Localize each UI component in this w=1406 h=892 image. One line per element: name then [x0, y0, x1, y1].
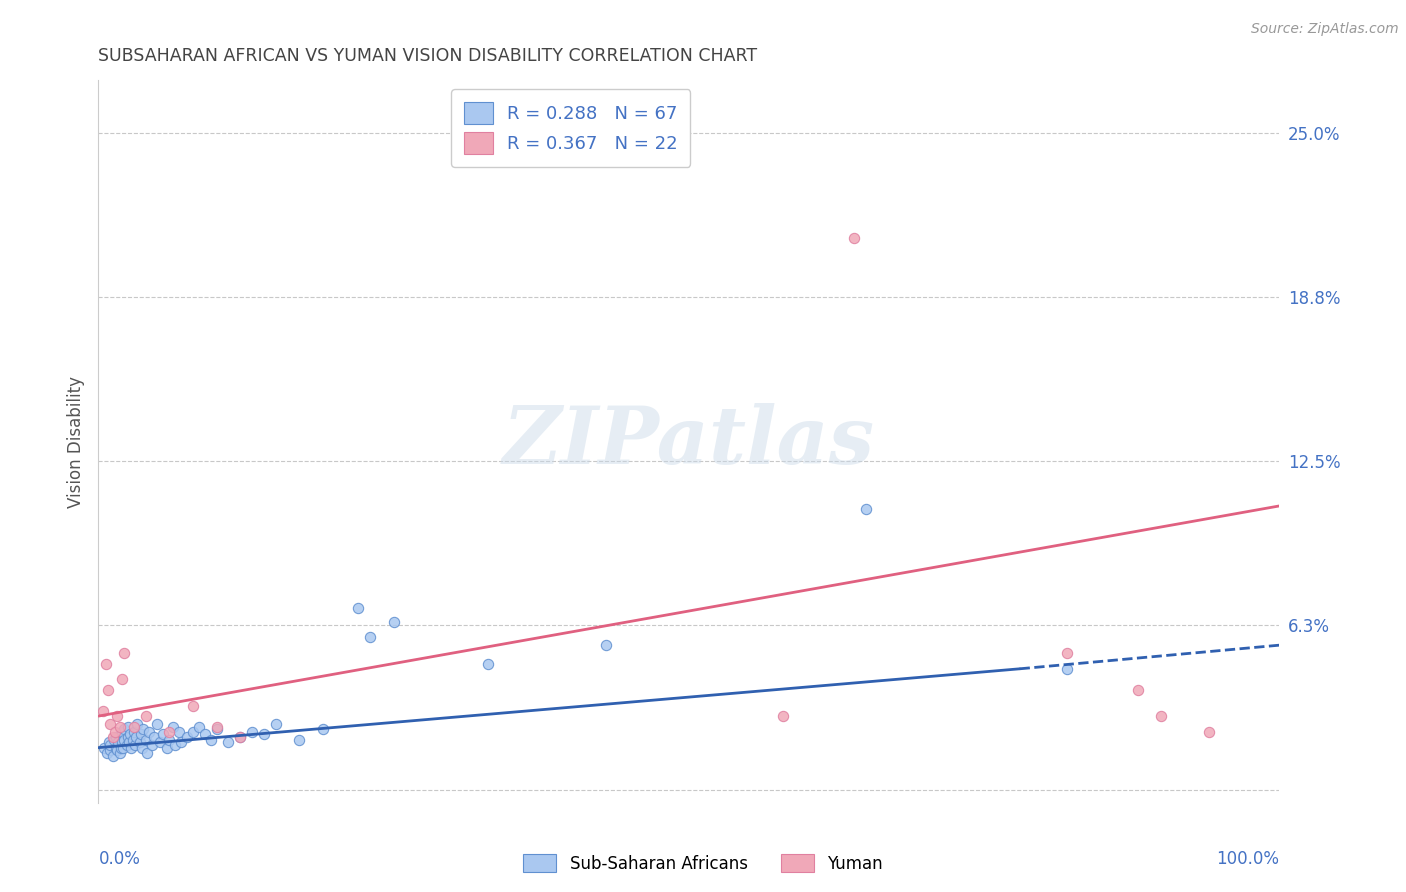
Point [121, 732, 143, 747]
Point [129, 727, 152, 741]
Point [772, 709, 794, 723]
Point [229, 730, 252, 744]
Point [595, 638, 617, 652]
Point [135, 709, 157, 723]
Point [117, 730, 139, 744]
Point [240, 724, 263, 739]
Point [122, 724, 145, 739]
Point [131, 740, 153, 755]
Point [118, 735, 141, 749]
Point [97, 682, 120, 697]
Point [157, 724, 180, 739]
Point [132, 723, 155, 737]
Point [98, 738, 121, 752]
Point [217, 735, 239, 749]
Point [105, 730, 128, 744]
Point [205, 720, 228, 734]
Point [170, 735, 193, 749]
Point [138, 724, 160, 739]
Point [347, 601, 370, 615]
Point [288, 732, 311, 747]
Point [112, 646, 135, 660]
Point [111, 735, 134, 749]
Point [152, 727, 174, 741]
Point [105, 740, 128, 755]
Point [103, 732, 125, 747]
Point [187, 720, 209, 734]
Point [1126, 682, 1149, 697]
Legend: Sub-Saharan Africans, Yuman: Sub-Saharan Africans, Yuman [516, 847, 890, 880]
Point [108, 720, 131, 734]
Point [477, 657, 499, 671]
Point [194, 727, 217, 741]
Point [120, 727, 142, 741]
Text: SUBSAHARAN AFRICAN VS YUMAN VISION DISABILITY CORRELATION CHART: SUBSAHARAN AFRICAN VS YUMAN VISION DISAB… [98, 47, 758, 65]
Text: 0.0%: 0.0% [98, 850, 141, 868]
Point [105, 743, 128, 757]
Point [205, 723, 228, 737]
Point [181, 698, 204, 713]
Point [855, 501, 877, 516]
Point [112, 732, 135, 747]
Point [98, 743, 121, 757]
Legend: R = 0.288   N = 67, R = 0.367   N = 22: R = 0.288 N = 67, R = 0.367 N = 22 [451, 89, 690, 167]
Point [167, 724, 190, 739]
Point [176, 730, 198, 744]
Point [122, 720, 145, 734]
Point [229, 730, 252, 744]
Point [91, 704, 114, 718]
Point [127, 717, 149, 731]
Text: ZIPatlas: ZIPatlas [503, 403, 875, 480]
Point [128, 735, 150, 749]
Point [1198, 724, 1220, 739]
Point [94, 657, 117, 671]
Point [1056, 662, 1078, 676]
Point [117, 720, 139, 734]
Point [101, 748, 124, 763]
Point [382, 615, 405, 629]
Point [146, 717, 169, 731]
Point [200, 732, 222, 747]
Point [98, 717, 121, 731]
Point [264, 717, 287, 731]
Point [107, 735, 129, 749]
Point [359, 630, 381, 644]
Text: Source: ZipAtlas.com: Source: ZipAtlas.com [1251, 22, 1399, 37]
Point [844, 231, 866, 245]
Point [110, 740, 132, 755]
Point [112, 740, 135, 755]
Point [312, 723, 335, 737]
Point [1056, 646, 1078, 660]
Point [105, 709, 128, 723]
Point [253, 727, 276, 741]
Point [135, 746, 157, 760]
Point [108, 746, 131, 760]
Point [104, 724, 127, 739]
Point [181, 724, 204, 739]
Point [162, 720, 184, 734]
Point [124, 738, 146, 752]
Point [141, 738, 163, 752]
Point [93, 740, 115, 755]
Point [156, 740, 179, 755]
Point [1150, 709, 1173, 723]
Text: 100.0%: 100.0% [1216, 850, 1279, 868]
Point [98, 735, 121, 749]
Point [96, 746, 118, 760]
Point [121, 740, 143, 755]
Point [125, 730, 148, 744]
Point [165, 738, 187, 752]
Y-axis label: Vision Disability: Vision Disability [66, 376, 84, 508]
Point [142, 730, 165, 744]
Point [115, 738, 138, 752]
Point [135, 732, 157, 747]
Point [111, 724, 134, 739]
Point [149, 735, 172, 749]
Point [101, 730, 124, 744]
Point [112, 723, 135, 737]
Point [157, 732, 180, 747]
Point [111, 673, 134, 687]
